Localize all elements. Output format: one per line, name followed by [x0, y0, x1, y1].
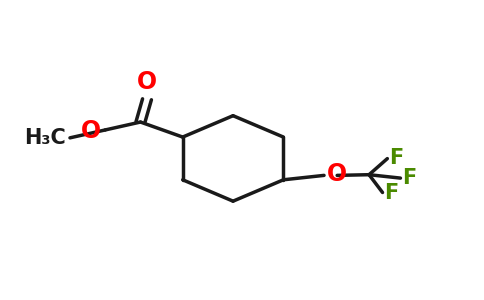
- Text: F: F: [389, 148, 404, 168]
- Text: O: O: [137, 70, 157, 94]
- Text: H₃C: H₃C: [25, 128, 66, 148]
- Text: O: O: [327, 162, 347, 186]
- Text: F: F: [402, 168, 417, 188]
- Text: O: O: [81, 119, 101, 143]
- Text: F: F: [384, 183, 399, 203]
